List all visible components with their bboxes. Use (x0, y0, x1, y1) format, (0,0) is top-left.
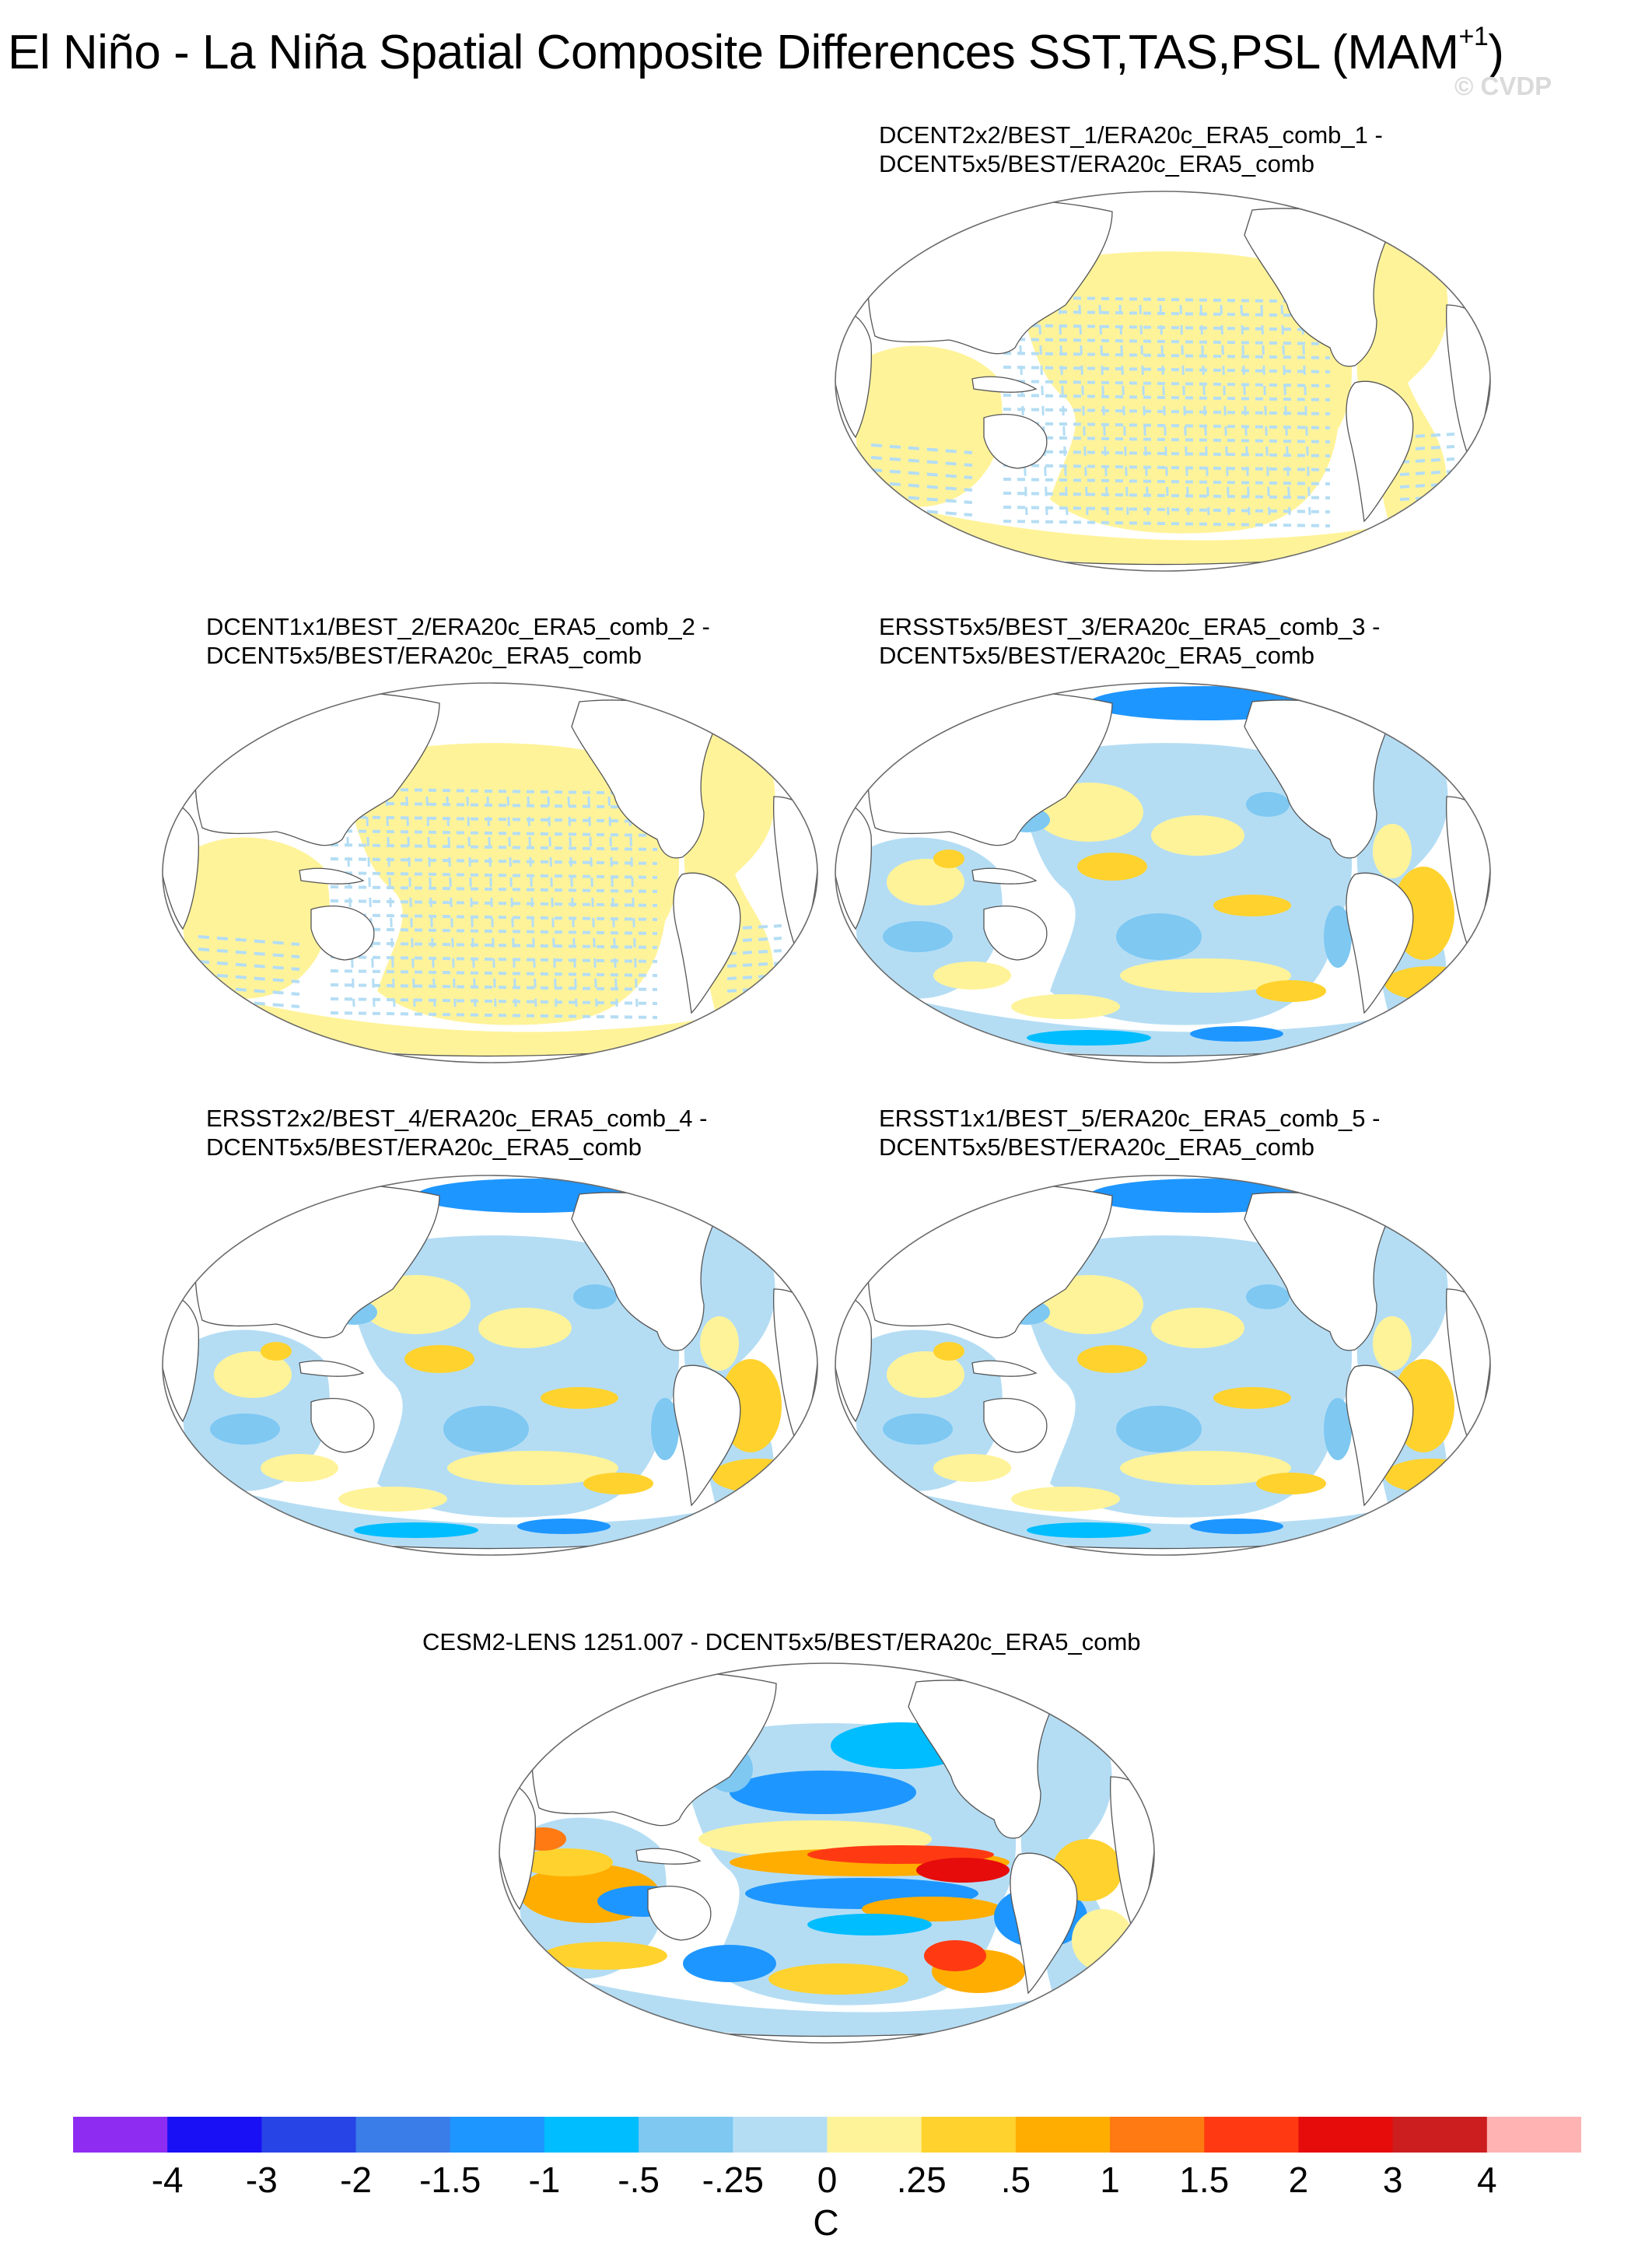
panel-3-map (835, 682, 1491, 1063)
colorbar-segment (1204, 2117, 1299, 2153)
colorbar-tick-label: 0 (817, 2160, 838, 2200)
cvdp-watermark: © CVDP (1454, 72, 1552, 100)
panel-1-label: DCENT2x2/BEST_1/ERA20c_ERA5_comb_1 - DCE… (879, 121, 1383, 178)
colorbar-tick-label: 2 (1288, 2160, 1309, 2200)
colorbar-segment (639, 2117, 733, 2153)
colorbar-tick-label: 3 (1382, 2160, 1403, 2200)
colorbar-segment (1110, 2117, 1205, 2153)
colorbar-segment (1486, 2117, 1581, 2153)
panel-5-label-line1: ERSST1x1/BEST_5/ERA20c_ERA5_comb_5 - (879, 1105, 1381, 1132)
colorbar-segment (1015, 2117, 1111, 2153)
panel-4-label-line1: ERSST2x2/BEST_4/ERA20c_ERA5_comb_4 - (206, 1105, 708, 1132)
colorbar-tick-label: 1.5 (1179, 2160, 1230, 2200)
panel-6-map (499, 1662, 1155, 2044)
colorbar-tick-label: -.5 (618, 2160, 660, 2200)
panel-4-map (162, 1175, 818, 1556)
panel-3-label-line2: DCENT5x5/BEST/ERA20c_ERA5_comb (879, 642, 1314, 669)
colorbar-tick-label: 1 (1100, 2160, 1120, 2200)
panel-5-map (835, 1175, 1491, 1556)
title-superscript: +1 (1458, 22, 1489, 51)
title-close: ) (1488, 26, 1504, 79)
colorbar-tick-label: -.25 (702, 2160, 764, 2200)
colorbar (73, 2117, 1581, 2153)
colorbar-tick-label: 4 (1477, 2160, 1497, 2200)
colorbar-segment (544, 2117, 639, 2153)
panel-1-label-line1: DCENT2x2/BEST_1/ERA20c_ERA5_comb_1 - (879, 121, 1383, 149)
panel-2-label-line1: DCENT1x1/BEST_2/ERA20c_ERA5_comb_2 - (206, 613, 710, 640)
colorbar-segment (733, 2117, 828, 2153)
colorbar-unit-label: C (813, 2202, 839, 2243)
colorbar-segment (167, 2117, 262, 2153)
panel-5-label-line2: DCENT5x5/BEST/ERA20c_ERA5_comb (879, 1133, 1314, 1161)
colorbar-segment (827, 2117, 922, 2153)
panel-3-label: ERSST5x5/BEST_3/ERA20c_ERA5_comb_3 - DCE… (879, 612, 1380, 670)
colorbar-tick-label: -1.5 (419, 2160, 481, 2200)
colorbar-segment (450, 2117, 545, 2153)
panel-1-map (835, 191, 1491, 572)
panel-6-label-line1: CESM2-LENS 1251.007 - DCENT5x5/BEST/ERA2… (422, 1628, 1141, 1655)
colorbar-segment (261, 2117, 357, 2153)
colorbar-tick-label: -4 (151, 2160, 184, 2200)
panel-2-map (162, 682, 818, 1063)
colorbar-segment (1298, 2117, 1394, 2153)
panel-6-label: CESM2-LENS 1251.007 - DCENT5x5/BEST/ERA2… (422, 1627, 1141, 1656)
panel-3-label-line1: ERSST5x5/BEST_3/ERA20c_ERA5_comb_3 - (879, 613, 1381, 640)
panel-4-label-line2: DCENT5x5/BEST/ERA20c_ERA5_comb (206, 1133, 642, 1161)
colorbar-tick-label: -1 (528, 2160, 561, 2200)
title-text: El Niño - La Niña Spatial Composite Diff… (8, 26, 1459, 79)
colorbar-tick-label: -3 (245, 2160, 278, 2200)
colorbar-tick-label: .5 (1000, 2160, 1031, 2200)
colorbar-segment (1392, 2117, 1488, 2153)
panel-2-label-line2: DCENT5x5/BEST/ERA20c_ERA5_comb (206, 642, 642, 669)
panel-5-label: ERSST1x1/BEST_5/ERA20c_ERA5_comb_5 - DCE… (879, 1104, 1380, 1161)
colorbar-segment (921, 2117, 1017, 2153)
colorbar-segment (355, 2117, 451, 2153)
colorbar-tick-label: -2 (340, 2160, 373, 2200)
colorbar-tick-label: .25 (896, 2160, 947, 2200)
panel-1-label-line2: DCENT5x5/BEST/ERA20c_ERA5_comb (879, 150, 1314, 177)
figure-title: El Niño - La Niña Spatial Composite Diff… (8, 22, 1504, 80)
panel-4-label: ERSST2x2/BEST_4/ERA20c_ERA5_comb_4 - DCE… (206, 1104, 707, 1161)
panel-2-label: DCENT1x1/BEST_2/ERA20c_ERA5_comb_2 - DCE… (206, 612, 710, 670)
colorbar-segment (73, 2117, 168, 2153)
